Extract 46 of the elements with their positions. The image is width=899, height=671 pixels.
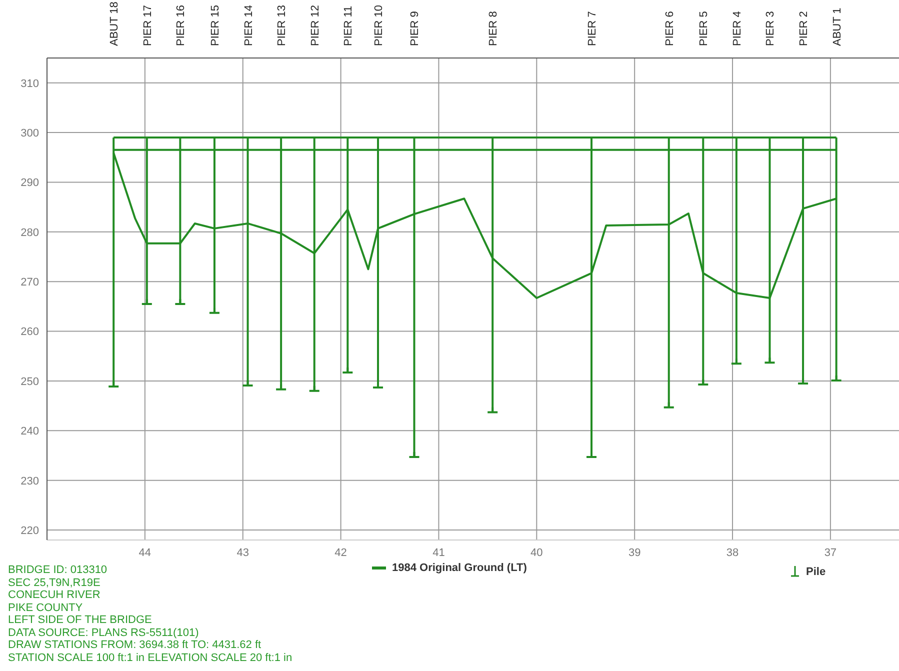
text: PIER 5	[698, 11, 710, 46]
text: PIER 2	[798, 11, 810, 46]
text: STATION SCALE 100 ft:1 in ELEVATION SCALE 20 ft:1 in	[8, 652, 294, 664]
y-tick-label: 240	[20, 426, 39, 438]
text: PIER 8	[488, 11, 500, 46]
text: PIKE COUNTY	[8, 602, 84, 614]
x-tick-label: 39	[628, 546, 641, 559]
text: PIER 16	[175, 5, 188, 46]
text: PIER 9	[409, 11, 422, 46]
x-tick-label: 37	[824, 546, 837, 559]
text: LEFT SIDE OF THE BRIDGE	[8, 614, 153, 626]
text: PIER 3	[764, 11, 777, 46]
legend-label: Pile	[806, 566, 826, 578]
x-tick-label: 44	[138, 546, 152, 559]
y-tick-label: 300	[20, 127, 39, 140]
y-tick-label: 280	[20, 226, 39, 239]
y-tick-label: 260	[20, 326, 39, 338]
text: PIER 7	[586, 11, 598, 46]
y-tick-label: 220	[20, 524, 39, 537]
text: ABUT 18	[108, 2, 121, 46]
x-tick-label: 40	[530, 546, 543, 559]
text: PIER 14	[242, 5, 255, 46]
source-note: DATA SOURCE: PLANS RS-5511(101)	[8, 626, 200, 639]
text: PIER 17	[142, 5, 154, 46]
text: PIER 6	[664, 11, 676, 46]
text: ABUT 1	[831, 8, 844, 46]
text: CONECUH RIVER	[8, 589, 102, 602]
text: PIER 4	[731, 11, 744, 46]
text: PIER 11	[342, 6, 355, 46]
legend-label: 1984 Original Ground (LT)	[392, 562, 527, 574]
text: PIER 15	[209, 5, 222, 46]
text: SEC 25,T9N,R19E	[8, 576, 102, 589]
x-tick-label: 43	[236, 546, 249, 559]
x-tick-label: 42	[334, 546, 347, 559]
y-tick-label: 310	[20, 78, 39, 90]
y-tick-label: 270	[20, 276, 39, 289]
text: BRIDGE ID: 013310	[8, 564, 108, 576]
text: PIER 13	[276, 5, 288, 46]
text: PIER 10	[373, 5, 386, 46]
text: PIER 12	[309, 5, 322, 46]
y-tick-label: 230	[20, 475, 39, 488]
x-tick-label: 41	[432, 546, 445, 559]
text: DRAW STATIONS FROM: 3694.38 ft TO: 4431.62 ft	[8, 639, 262, 652]
y-tick-label: 250	[20, 376, 39, 388]
y-tick-label: 290	[20, 177, 39, 190]
x-tick-label: 38	[726, 546, 739, 559]
